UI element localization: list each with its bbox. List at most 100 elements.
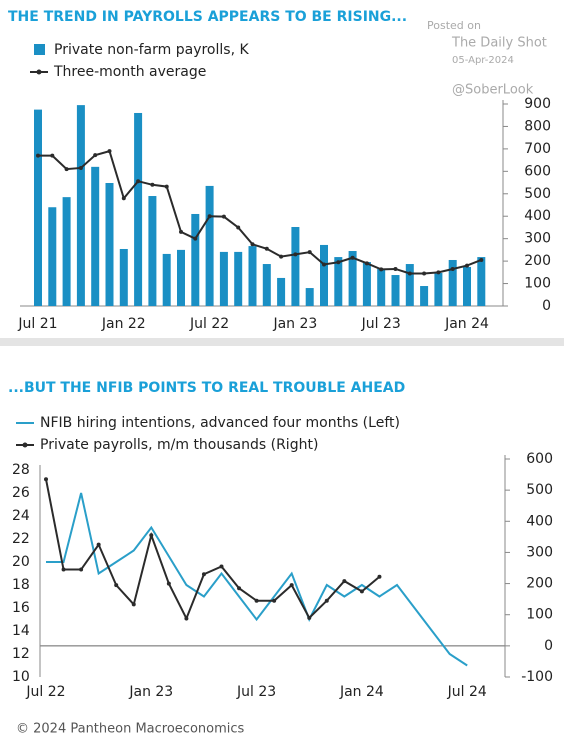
bar — [305, 288, 314, 306]
y2-tick-label: -100 — [521, 669, 553, 685]
point — [379, 267, 384, 272]
point — [393, 266, 398, 271]
point — [324, 598, 329, 603]
bar — [362, 262, 371, 306]
legend-swatch — [22, 442, 28, 448]
x-tick-label: Jan 23 — [272, 316, 317, 332]
x-tick-label: Jan 23 — [128, 684, 173, 700]
bar — [448, 259, 457, 306]
point — [166, 581, 171, 586]
x-tick-label: Jan 24 — [339, 684, 384, 700]
bar — [348, 251, 357, 306]
y-tick-label: 18 — [12, 577, 30, 593]
x-tick-label: Jul 23 — [236, 684, 276, 700]
bar — [162, 253, 171, 306]
bar — [377, 268, 386, 306]
point — [465, 263, 469, 268]
point — [93, 153, 98, 158]
bar — [391, 275, 400, 306]
y-tick-label: 300 — [524, 231, 551, 247]
point — [136, 179, 141, 184]
y2-tick-label: 0 — [544, 638, 553, 654]
point — [36, 153, 40, 158]
watermark: 05-Apr-2024 — [452, 55, 514, 66]
y-tick-label: 24 — [12, 508, 30, 524]
y-tick-label: 16 — [12, 600, 30, 616]
separator — [0, 338, 564, 346]
point — [121, 196, 126, 201]
point — [289, 583, 294, 588]
bar — [420, 286, 429, 306]
bar — [148, 196, 157, 306]
point — [221, 214, 226, 219]
legend-label: Private payrolls, m/m thousands (Right) — [40, 437, 318, 453]
y-tick-label: 400 — [524, 208, 551, 224]
y-tick-label: 10 — [12, 669, 30, 685]
point — [307, 615, 312, 620]
point — [114, 583, 119, 588]
point — [201, 572, 206, 577]
bar — [48, 207, 57, 306]
y2-tick-label: 500 — [526, 482, 553, 498]
y2-tick-label: 600 — [526, 451, 553, 467]
point — [407, 271, 412, 276]
bar — [434, 273, 443, 306]
bar — [219, 251, 228, 306]
y-tick-label: 200 — [524, 253, 551, 269]
point — [237, 586, 242, 591]
x-tick-label: Jan 24 — [444, 316, 489, 332]
bar — [334, 257, 343, 306]
point — [422, 271, 427, 276]
y-tick-label: 0 — [542, 298, 551, 314]
bar — [91, 166, 100, 306]
x-tick-label: Jul 24 — [447, 684, 487, 700]
bar — [119, 248, 128, 306]
point — [149, 533, 154, 538]
bar — [105, 183, 114, 306]
y-tick-label: 700 — [524, 141, 551, 157]
footer: © 2024 Pantheon Macroeconomics — [16, 722, 245, 737]
bar — [191, 213, 200, 306]
point — [150, 182, 155, 187]
point — [479, 257, 484, 262]
x-tick-label: Jul 21 — [17, 316, 57, 332]
watermark: Posted on — [427, 19, 481, 32]
y2-tick-label: 100 — [526, 607, 553, 623]
bar — [205, 185, 214, 306]
point — [377, 574, 382, 579]
point — [272, 598, 277, 603]
y-tick-label: 500 — [524, 186, 551, 202]
y-tick-label: 28 — [12, 462, 30, 478]
watermark: The Daily Shot — [451, 36, 547, 51]
y-tick-label: 14 — [12, 623, 30, 639]
point — [207, 214, 212, 219]
point — [350, 255, 355, 260]
point — [264, 246, 269, 251]
bar — [62, 197, 71, 306]
point — [236, 225, 241, 230]
point — [359, 589, 364, 594]
bar — [134, 112, 143, 306]
y-tick-label: 12 — [12, 646, 30, 662]
point — [279, 254, 284, 259]
bar — [320, 244, 328, 306]
bar — [76, 105, 85, 306]
legend-swatch — [34, 44, 45, 55]
y-tick-label: 900 — [524, 96, 551, 112]
line — [45, 479, 381, 621]
point — [164, 184, 169, 189]
bar — [262, 264, 271, 306]
point — [78, 165, 83, 170]
point — [96, 542, 101, 547]
chart-title: ...BUT THE NFIB POINTS TO REAL TROUBLE A… — [8, 380, 405, 396]
point — [79, 567, 84, 572]
point — [322, 262, 326, 267]
point — [250, 242, 255, 247]
point — [107, 149, 112, 154]
legend-label: Three-month average — [53, 64, 206, 80]
bar — [248, 246, 257, 306]
point — [50, 153, 55, 158]
y-tick-label: 100 — [524, 276, 551, 292]
point — [184, 616, 189, 621]
